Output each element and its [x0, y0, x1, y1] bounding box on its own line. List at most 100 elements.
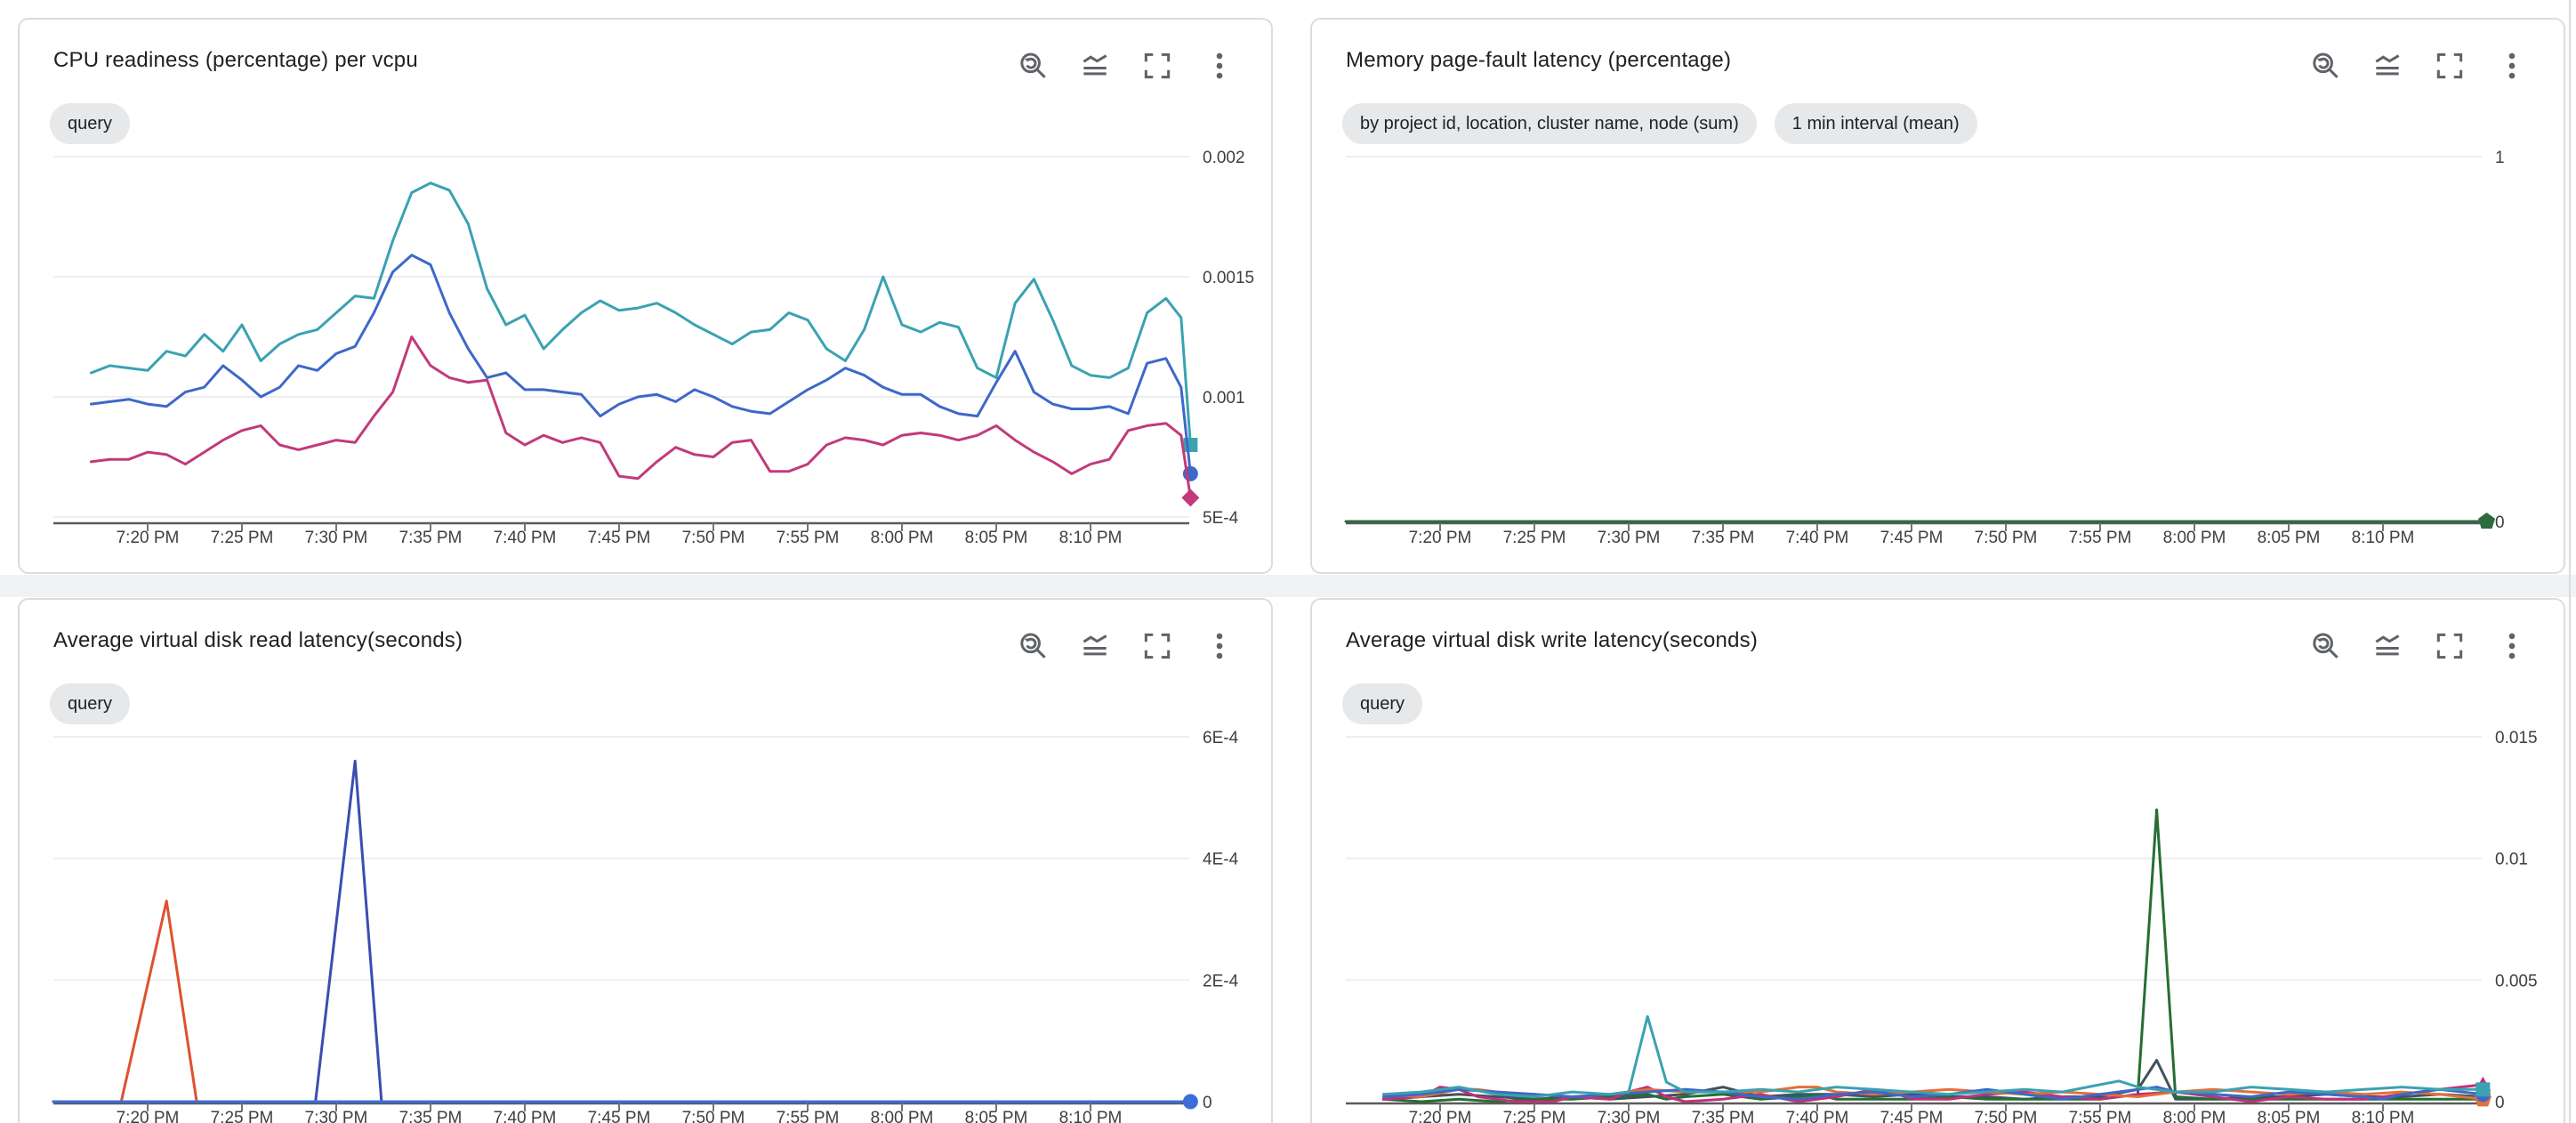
x-tick-label: 7:50 PM	[682, 1109, 745, 1123]
more-options-button[interactable]	[1198, 44, 1241, 87]
x-tick-label: 7:55 PM	[777, 529, 840, 547]
x-tick-label: 7:25 PM	[211, 529, 274, 547]
y-tick-label: 1	[2495, 149, 2505, 167]
y-tick-label: 0.015	[2495, 729, 2538, 747]
zoom-reset-icon	[1020, 53, 1046, 78]
chart-title: Average virtual disk write latency(secon…	[1346, 628, 1759, 652]
chart-toolbar	[2304, 625, 2533, 667]
x-tick-label: 7:30 PM	[305, 529, 368, 547]
series-outline-button[interactable]	[1074, 44, 1116, 87]
y-tick-label: 0.005	[2495, 972, 2538, 990]
chip-row: by project id, location, cluster name, n…	[1342, 103, 1977, 144]
query-chip: 1 min interval (mean)	[1774, 103, 1977, 144]
x-tick-label: 7:45 PM	[588, 1109, 651, 1123]
y-tick-label: 2E-4	[1203, 972, 1239, 990]
series-line-blue	[89, 254, 1192, 475]
more-options-button[interactable]	[2491, 44, 2533, 87]
series-outline-button[interactable]	[1074, 625, 1116, 667]
more-options-icon	[1216, 633, 1223, 659]
query-chip: by project id, location, cluster name, n…	[1342, 103, 1757, 144]
chart-card-cpu-readiness: CPU readiness (percentage) per vcpu quer…	[18, 18, 1273, 574]
y-tick-label: 0	[1203, 1094, 1212, 1112]
zoom-reset-button[interactable]	[2304, 44, 2347, 87]
fullscreen-button[interactable]	[1136, 625, 1179, 667]
chart-toolbar	[1011, 625, 1241, 667]
series-outline-button[interactable]	[2366, 625, 2409, 667]
fullscreen-button[interactable]	[1136, 44, 1179, 87]
x-tick-label: 8:05 PM	[965, 1109, 1028, 1123]
x-tick-label: 8:00 PM	[2163, 529, 2226, 547]
disk-write-latency-chart[interactable]: 0.015 0.01 0.005 0 7:20 PM 7:25 PM 7:30 PM 7:35…	[1312, 715, 2564, 1123]
more-options-icon	[2508, 53, 2516, 79]
x-tick-label: 7:20 PM	[1409, 529, 1472, 547]
zoom-reset-button[interactable]	[1011, 625, 1054, 667]
x-tick-label: 8:05 PM	[2258, 529, 2321, 547]
x-tick-label: 7:45 PM	[1880, 529, 1944, 547]
y-tick-label: 0.001	[1203, 389, 1245, 408]
chart-card-disk-write-latency: Average virtual disk write latency(secon…	[1310, 598, 2565, 1123]
x-tick-label: 7:20 PM	[1409, 1109, 1472, 1123]
chart-card-memory-pagefault: Memory page-fault latency (percentage) b…	[1310, 18, 2565, 574]
zoom-reset-button[interactable]	[1011, 44, 1054, 87]
series-outline-icon	[1083, 54, 1107, 76]
fullscreen-icon	[2436, 53, 2463, 79]
query-chip: query	[1342, 683, 1423, 724]
chart-title: CPU readiness (percentage) per vcpu	[53, 48, 418, 72]
series-line-teal	[89, 182, 1192, 447]
more-options-icon	[1216, 53, 1223, 79]
chart-card-disk-read-latency: Average virtual disk read latency(second…	[18, 598, 1273, 1123]
x-tick-label: 8:10 PM	[2352, 1109, 2415, 1123]
x-tick-label: 7:45 PM	[1880, 1109, 1944, 1123]
more-options-button[interactable]	[2491, 625, 2533, 667]
series-end-marker	[2478, 513, 2496, 529]
x-tick-label: 7:20 PM	[117, 1109, 180, 1123]
fullscreen-icon	[1144, 53, 1171, 79]
series-outline-icon	[2375, 54, 2400, 76]
chip-row: query	[50, 103, 131, 144]
x-tick-label: 8:10 PM	[1059, 529, 1123, 547]
y-tick-label: 0	[2495, 513, 2505, 532]
query-chip: query	[50, 103, 131, 144]
x-tick-label: 7:20 PM	[117, 529, 180, 547]
cpu-readiness-chart[interactable]: 0.002 0.0015 0.001 5E-4 7:20 PM 7:25 PM 7:30 P…	[20, 135, 1271, 573]
chart-title: Average virtual disk read latency(second…	[53, 628, 463, 652]
page-right-divider	[2569, 0, 2571, 1123]
x-tick-label: 7:30 PM	[1598, 529, 1661, 547]
zoom-reset-button[interactable]	[2304, 625, 2347, 667]
y-tick-label: 0	[2495, 1094, 2505, 1112]
x-tick-label: 7:50 PM	[682, 529, 745, 547]
y-tick-label: 0.0015	[1203, 269, 1254, 287]
series-outline-button[interactable]	[2366, 44, 2409, 87]
x-tick-label: 8:00 PM	[2163, 1109, 2226, 1123]
x-tick-label: 8:00 PM	[871, 529, 934, 547]
chip-row: query	[1342, 683, 1423, 724]
x-tick-label: 8:05 PM	[965, 529, 1028, 547]
x-tick-label: 7:25 PM	[1503, 529, 1566, 547]
y-tick-label: 5E-4	[1203, 509, 1239, 528]
x-tick-label: 7:25 PM	[1503, 1109, 1566, 1123]
y-tick-label: 4E-4	[1203, 851, 1239, 869]
series-line-pink	[89, 335, 1192, 499]
x-tick-label: 7:55 PM	[777, 1109, 840, 1123]
y-tick-label: 6E-4	[1203, 729, 1239, 747]
memory-pagefault-chart[interactable]: 1 0 7:20 PM 7:25 PM 7:30 PM 7:35 PM 7:40 PM 7:4…	[1312, 135, 2564, 573]
fullscreen-icon	[2436, 633, 2463, 659]
zoom-reset-icon	[2313, 633, 2339, 658]
chip-row: query	[50, 683, 131, 724]
x-tick-label: 7:30 PM	[305, 1109, 368, 1123]
zoom-reset-icon	[2313, 53, 2339, 78]
x-tick-label: 8:00 PM	[871, 1109, 934, 1123]
series-end-marker	[1182, 1094, 1198, 1110]
series-line-teal	[1381, 1014, 2484, 1098]
more-options-icon	[2508, 633, 2516, 659]
x-tick-label: 7:35 PM	[1692, 529, 1755, 547]
x-tick-label: 7:40 PM	[494, 1109, 557, 1123]
x-tick-label: 7:40 PM	[1786, 1109, 1849, 1123]
more-options-button[interactable]	[1198, 625, 1241, 667]
fullscreen-button[interactable]	[2428, 625, 2471, 667]
fullscreen-button[interactable]	[2428, 44, 2471, 87]
chart-title: Memory page-fault latency (percentage)	[1346, 48, 1732, 72]
disk-read-latency-chart[interactable]: 6E-4 4E-4 2E-4 0 7:20 PM 7:25 PM 7:30 PM 7:35 P…	[20, 715, 1271, 1123]
x-tick-label: 7:35 PM	[399, 529, 463, 547]
x-tick-label: 8:10 PM	[1059, 1109, 1123, 1123]
